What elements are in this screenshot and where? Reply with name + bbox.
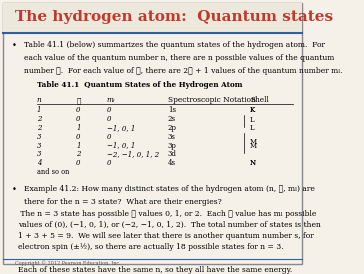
Text: 3p: 3p: [168, 142, 177, 150]
Text: each value of the quantum number n, there are n possible values of the quantum: each value of the quantum number n, ther…: [24, 54, 335, 62]
Text: M: M: [250, 138, 257, 145]
Text: 0: 0: [76, 133, 81, 141]
Text: 0: 0: [76, 159, 81, 167]
Text: Each of these states have the same n, so they all have the same energy.: Each of these states have the same n, so…: [18, 266, 293, 274]
Text: 0: 0: [107, 159, 111, 167]
FancyBboxPatch shape: [3, 3, 302, 32]
Text: 2: 2: [37, 115, 41, 123]
Text: 0: 0: [76, 106, 81, 114]
Text: Table 41.1  Quantum States of the Hydrogen Atom: Table 41.1 Quantum States of the Hydroge…: [37, 81, 242, 89]
Text: 3s: 3s: [168, 133, 176, 141]
Text: 3: 3: [37, 133, 41, 141]
Text: 0: 0: [107, 115, 111, 123]
Text: 3d: 3d: [168, 150, 177, 158]
Text: n: n: [37, 96, 41, 104]
Text: there for the n = 3 state?  What are their energies?: there for the n = 3 state? What are thei…: [24, 198, 222, 206]
Text: 2s: 2s: [168, 115, 176, 123]
Text: N: N: [250, 159, 256, 167]
Text: −1, 0, 1: −1, 0, 1: [107, 142, 135, 150]
Text: 3: 3: [37, 142, 41, 150]
Text: K: K: [250, 106, 256, 114]
Text: Copyright © 2012 Pearson Education, Inc.: Copyright © 2012 Pearson Education, Inc.: [15, 260, 121, 266]
Text: The hydrogen atom:  Quantum states: The hydrogen atom: Quantum states: [15, 10, 333, 24]
Text: −2, −1, 0, 1, 2: −2, −1, 0, 1, 2: [107, 150, 159, 158]
Text: ℓ: ℓ: [76, 96, 81, 104]
Text: L: L: [250, 124, 255, 132]
Text: 3: 3: [37, 150, 41, 158]
Text: 1: 1: [37, 106, 41, 114]
Text: and so on: and so on: [37, 168, 69, 176]
Text: 1 + 3 + 5 = 9.  We will see later that there is another quantum number s, for: 1 + 3 + 5 = 9. We will see later that th…: [18, 232, 314, 240]
Text: number ℓ.  For each value of ℓ, there are 2ℓ + 1 values of the quantum number mₗ: number ℓ. For each value of ℓ, there are…: [24, 67, 343, 75]
FancyBboxPatch shape: [3, 3, 302, 264]
Text: Shell: Shell: [250, 96, 269, 104]
Text: 0: 0: [107, 133, 111, 141]
Text: 0: 0: [107, 106, 111, 114]
Text: Spectroscopic Notation: Spectroscopic Notation: [168, 96, 256, 104]
Text: M: M: [250, 142, 257, 150]
Text: The n = 3 state has possible ℓ values 0, 1, or 2.  Each ℓ value has mₗ possible: The n = 3 state has possible ℓ values 0,…: [18, 210, 317, 218]
Text: 4: 4: [37, 159, 41, 167]
Text: 1: 1: [76, 142, 81, 150]
Text: mₗ: mₗ: [107, 96, 115, 104]
Text: •: •: [12, 41, 17, 50]
Text: 0: 0: [76, 115, 81, 123]
Text: 2p: 2p: [168, 124, 177, 132]
Text: N: N: [250, 159, 256, 167]
Text: values of (0), (−1, 0, 1), or (−2, −1, 0, 1, 2).  The total number of states is : values of (0), (−1, 0, 1), or (−2, −1, 0…: [18, 221, 321, 229]
Text: Example 41.2: How many distinct states of the hydrogen atom (n, ℓ, mₗ) are: Example 41.2: How many distinct states o…: [24, 185, 315, 193]
Text: L: L: [250, 116, 255, 124]
Text: electron spin (±½), so there are actually 18 possible states for n = 3.: electron spin (±½), so there are actuall…: [18, 243, 284, 251]
Text: 1s: 1s: [168, 106, 176, 114]
Text: •: •: [12, 185, 17, 194]
Text: 4s: 4s: [168, 159, 176, 167]
Text: K: K: [250, 106, 256, 114]
Text: 2: 2: [76, 150, 81, 158]
Text: 1: 1: [76, 124, 81, 132]
Text: 2: 2: [37, 124, 41, 132]
Text: Table 41.1 (below) summarizes the quantum states of the hydrogen atom.  For: Table 41.1 (below) summarizes the quantu…: [24, 41, 325, 49]
Text: −1, 0, 1: −1, 0, 1: [107, 124, 135, 132]
